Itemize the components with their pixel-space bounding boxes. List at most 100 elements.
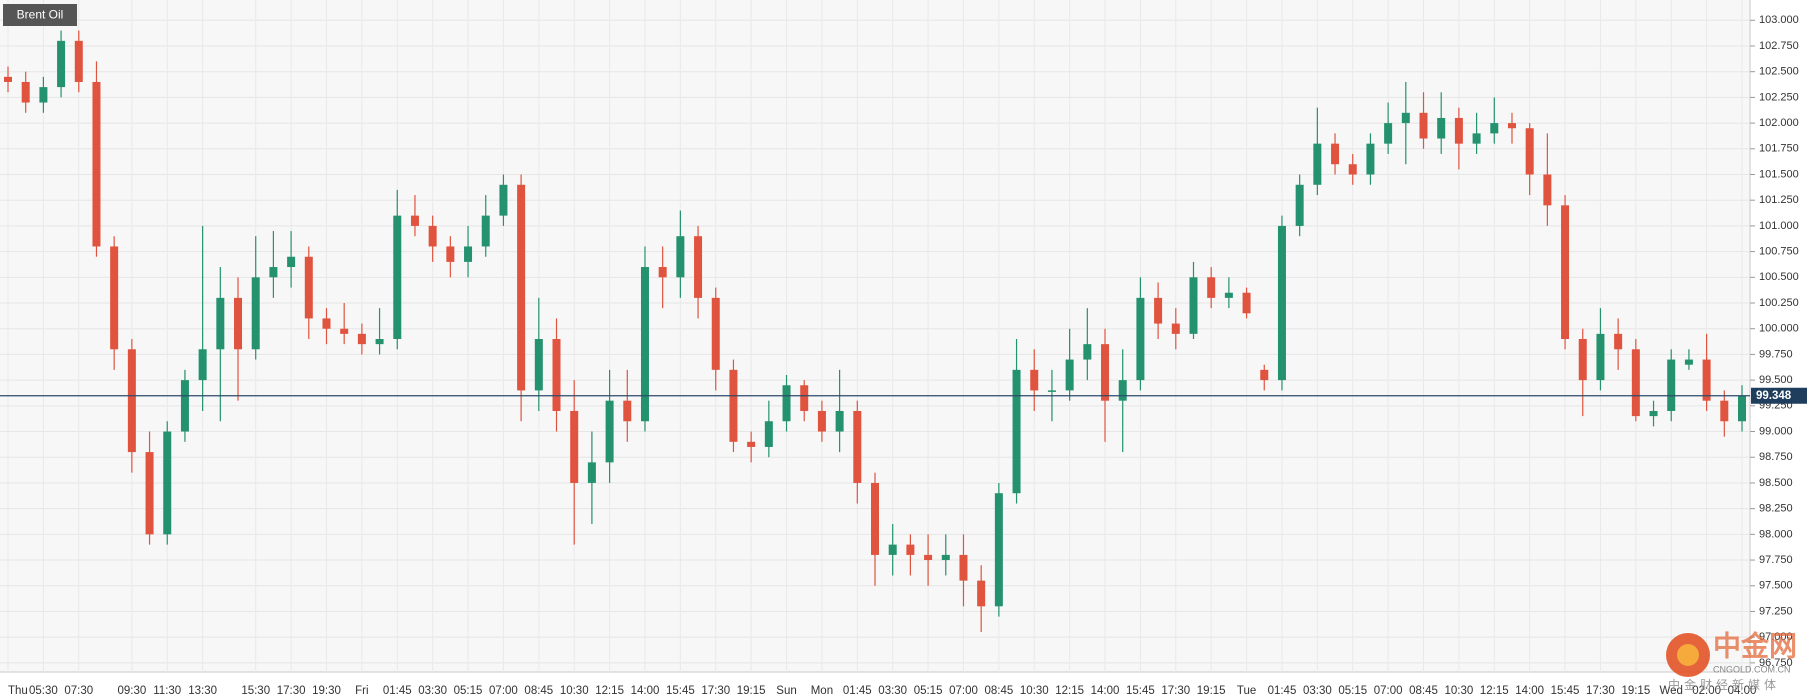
candle-body xyxy=(817,410,826,432)
x-tick-label: 05:15 xyxy=(914,685,943,697)
y-tick-label: 101.500 xyxy=(1759,168,1799,180)
x-tick-label: 17:30 xyxy=(1586,685,1615,697)
candle-body xyxy=(1331,143,1340,165)
candle-body xyxy=(357,333,366,345)
y-tick-label: 101.750 xyxy=(1759,143,1799,155)
candle-body xyxy=(694,236,703,298)
y-tick-label: 97.250 xyxy=(1759,605,1793,617)
candle-body xyxy=(888,544,897,555)
candle-body xyxy=(1154,297,1163,324)
candle-body xyxy=(1401,112,1410,124)
candle-body xyxy=(1472,133,1481,144)
candle-body xyxy=(1207,277,1216,298)
x-tick-label: 05:15 xyxy=(454,685,483,697)
x-tick-label: 14:00 xyxy=(1091,685,1120,697)
candle-body xyxy=(1507,123,1516,129)
candle-body xyxy=(676,236,685,278)
x-tick-label: 12:15 xyxy=(1055,685,1084,697)
candle-body xyxy=(1012,369,1021,494)
y-tick-label: 102.500 xyxy=(1759,66,1799,78)
candle-body xyxy=(251,277,260,350)
candle-body xyxy=(1384,123,1393,144)
x-tick-label: 07:00 xyxy=(1374,685,1403,697)
candle-body xyxy=(1419,112,1428,139)
x-tick-label: 04:00 xyxy=(1728,685,1757,697)
x-tick-label: 10:30 xyxy=(1445,685,1474,697)
candle-body xyxy=(4,76,12,82)
x-tick-label: 19:15 xyxy=(1197,685,1226,697)
candle-body xyxy=(587,462,596,483)
chart-title: Brent Oil xyxy=(17,8,64,22)
x-tick-label: 15:45 xyxy=(1126,685,1155,697)
candle-body xyxy=(906,544,915,555)
candle-body xyxy=(800,385,809,411)
candle-body xyxy=(605,400,614,463)
candle-body xyxy=(1578,339,1587,381)
candle-body xyxy=(1366,143,1375,175)
candle-body xyxy=(1667,359,1676,411)
candle-body xyxy=(941,554,950,561)
y-tick-label: 99.750 xyxy=(1759,348,1793,360)
candle-body xyxy=(924,554,933,561)
candle-body xyxy=(481,215,490,247)
x-tick-label: 02:00 xyxy=(1692,685,1721,697)
x-tick-label: Mon xyxy=(811,685,833,697)
candle-body xyxy=(1348,164,1357,175)
candle-body xyxy=(977,580,986,607)
candle-body xyxy=(871,482,879,555)
candle-body xyxy=(1596,333,1605,381)
candle-body xyxy=(110,246,119,350)
x-tick-label: 05:15 xyxy=(1338,685,1367,697)
candle-body xyxy=(1702,359,1711,401)
y-tick-label: 102.000 xyxy=(1759,117,1799,129)
candle-body xyxy=(287,256,296,268)
x-tick-label: 17:30 xyxy=(277,685,306,697)
candle-body xyxy=(1437,117,1446,139)
candle-body xyxy=(180,380,189,432)
candle-body xyxy=(517,184,526,391)
y-tick-label: 101.250 xyxy=(1759,194,1799,206)
candle-body xyxy=(1277,225,1286,381)
y-tick-label: 103.000 xyxy=(1759,14,1799,26)
candle-body xyxy=(1720,400,1729,422)
candle-body xyxy=(782,385,791,422)
candle-body xyxy=(127,349,136,453)
y-tick-label: 99.000 xyxy=(1759,425,1793,437)
x-tick-label: 08:45 xyxy=(1409,685,1438,697)
candle-body xyxy=(1260,369,1269,381)
candle-body xyxy=(1224,292,1233,298)
candle-body xyxy=(853,410,862,483)
x-tick-label: Thu xyxy=(8,685,28,697)
x-tick-label: 01:45 xyxy=(1268,685,1297,697)
x-tick-label: 12:15 xyxy=(595,685,624,697)
candle-body xyxy=(570,410,579,483)
candle-body xyxy=(410,215,419,226)
x-tick-label: 08:45 xyxy=(984,685,1013,697)
candle-body xyxy=(1454,117,1463,144)
candle-body xyxy=(21,81,30,103)
x-tick-label: Wed xyxy=(1659,685,1682,697)
candle-body xyxy=(304,256,313,319)
candle-body xyxy=(1118,380,1127,401)
candle-body xyxy=(959,554,968,581)
candle-body xyxy=(234,297,243,350)
candle-body xyxy=(1561,205,1570,339)
candle-body xyxy=(1543,174,1552,206)
y-tick-label: 98.000 xyxy=(1759,528,1793,540)
x-tick-label: 08:45 xyxy=(524,685,553,697)
candle-body xyxy=(1171,323,1180,334)
candle-body xyxy=(1101,344,1110,401)
x-tick-label: 12:15 xyxy=(1480,685,1509,697)
candle-body xyxy=(269,267,278,278)
x-tick-label: 03:30 xyxy=(1303,685,1332,697)
x-tick-label: 09:30 xyxy=(117,685,146,697)
candle-body xyxy=(1065,359,1074,391)
x-tick-label: 10:30 xyxy=(1020,685,1049,697)
x-tick-label: 19:15 xyxy=(737,685,766,697)
candle-body xyxy=(499,184,508,216)
watermark-site: CNGOLD.COM.CN xyxy=(1713,664,1791,674)
candle-body xyxy=(1313,143,1322,185)
x-tick-label: 17:30 xyxy=(1161,685,1190,697)
candle-body xyxy=(322,318,331,329)
